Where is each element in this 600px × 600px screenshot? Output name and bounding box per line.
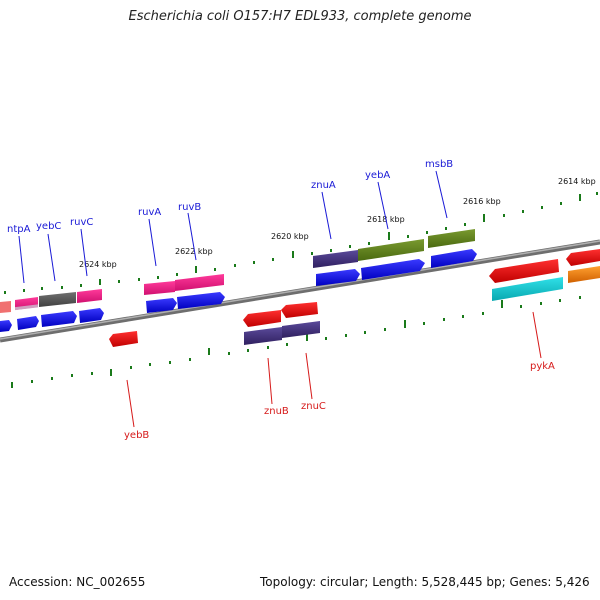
gene-label-pyka[interactable]: pykA bbox=[530, 361, 555, 372]
gene-label-yebb[interactable]: yebB bbox=[124, 430, 149, 441]
gene-label-znua[interactable]: znuA bbox=[311, 180, 336, 191]
gene-block[interactable] bbox=[282, 321, 320, 338]
kbp-label-2620: 2620 kbp bbox=[271, 232, 309, 241]
gene-label-ruva[interactable]: ruvA bbox=[138, 207, 161, 218]
gene-block[interactable] bbox=[492, 277, 563, 301]
gene-block[interactable] bbox=[313, 250, 358, 268]
cds-arrow[interactable] bbox=[17, 316, 39, 330]
cds-arrow[interactable] bbox=[0, 320, 12, 332]
gene-block[interactable] bbox=[77, 289, 102, 303]
gene-label-ruvb[interactable]: ruvB bbox=[178, 202, 201, 213]
kbp-label-2616: 2616 kbp bbox=[463, 197, 501, 206]
gene-label-ntpa[interactable]: ntpA bbox=[7, 224, 31, 235]
gene-block[interactable] bbox=[144, 281, 175, 295]
reverse-ticks bbox=[11, 296, 581, 388]
gene-block[interactable] bbox=[568, 266, 600, 283]
genome-backbone-highlight bbox=[0, 240, 600, 340]
kbp-label-2624: 2624 kbp bbox=[79, 260, 117, 269]
forward-color-track bbox=[0, 229, 475, 313]
cds-arrow[interactable] bbox=[243, 310, 281, 327]
cds-arrow[interactable] bbox=[431, 249, 477, 268]
map-title: Escherichia coli O157:H7 EDL933, complet… bbox=[128, 9, 472, 24]
gene-label-znub[interactable]: znuB bbox=[264, 406, 289, 417]
forward-cds-track bbox=[0, 249, 477, 332]
forward-label-lines bbox=[18, 170, 448, 284]
kbp-label-2614: 2614 kbp bbox=[558, 177, 596, 186]
accession-text: Accession: NC_002655 bbox=[9, 575, 146, 589]
gene-block[interactable] bbox=[428, 229, 475, 248]
forward-ticks bbox=[4, 192, 598, 294]
cds-arrow[interactable] bbox=[109, 331, 138, 347]
cds-arrow[interactable] bbox=[79, 308, 104, 323]
reverse-color-track bbox=[244, 266, 600, 345]
gene-label-yebc[interactable]: yebC bbox=[36, 221, 61, 232]
genome-stats-text: Topology: circular; Length: 5,528,445 bp… bbox=[260, 575, 590, 589]
reverse-cds-track bbox=[109, 249, 600, 347]
gene-label-msbb[interactable]: msbB bbox=[425, 159, 453, 170]
cds-arrow[interactable] bbox=[361, 259, 425, 280]
gene-block[interactable] bbox=[39, 292, 76, 307]
cds-arrow[interactable] bbox=[281, 302, 318, 318]
kbp-label-2622: 2622 kbp bbox=[175, 247, 213, 256]
cds-arrow[interactable] bbox=[316, 269, 360, 286]
gene-block[interactable] bbox=[244, 327, 282, 345]
gene-label-ruvc[interactable]: ruvC bbox=[70, 217, 93, 228]
gene-block[interactable] bbox=[0, 301, 11, 313]
gene-label-yeba[interactable]: yebA bbox=[365, 170, 390, 181]
gene-block[interactable] bbox=[358, 239, 424, 261]
reverse-label-lines bbox=[126, 311, 542, 428]
cds-arrow[interactable] bbox=[41, 311, 77, 327]
cds-arrow[interactable] bbox=[489, 259, 559, 283]
cds-arrow[interactable] bbox=[566, 249, 600, 266]
gene-label-znuc[interactable]: znuC bbox=[301, 401, 326, 412]
gene-block-shadow bbox=[15, 304, 38, 311]
cds-arrow[interactable] bbox=[177, 292, 225, 309]
cds-arrow[interactable] bbox=[146, 298, 177, 313]
gene-block[interactable] bbox=[175, 274, 224, 291]
